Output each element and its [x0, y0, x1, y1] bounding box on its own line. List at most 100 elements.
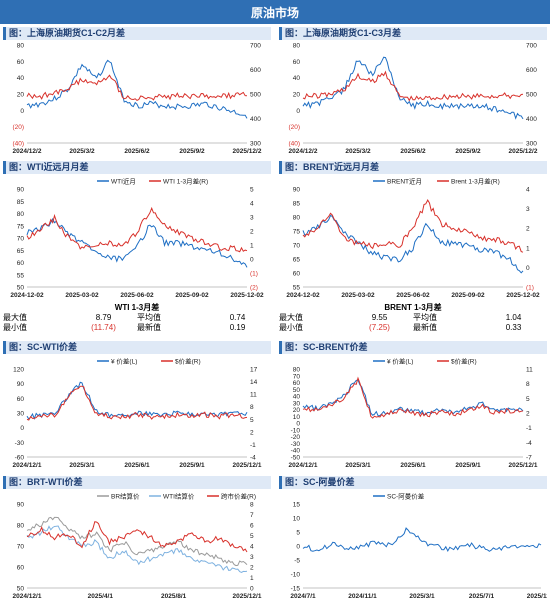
series-line — [26, 525, 248, 573]
banner-title: 原油市场 — [250, 5, 299, 20]
x-tick-label: 2024-12-02 — [10, 292, 44, 299]
y-tick-label: 70 — [17, 544, 25, 551]
x-tick-label: 2025/12/1 — [233, 593, 262, 600]
x-tick-label: 2025/3/1 — [409, 593, 435, 600]
y2-tick-label: 2 — [526, 411, 530, 418]
cell-value: 1.04 — [505, 313, 522, 322]
x-tick-label: 2025/12/1 — [233, 462, 262, 469]
series-line — [26, 516, 248, 567]
legend-item: BR结算价 — [97, 492, 140, 501]
legend-item: SC-阿曼价差 — [373, 492, 425, 501]
y-tick-label: 0 — [296, 108, 300, 115]
svg-text:SC-阿曼价差: SC-阿曼价差 — [387, 492, 425, 501]
y2-tick-label: 17 — [250, 367, 258, 374]
y2-tick-label: 7 — [250, 512, 254, 519]
chart-title: 图：SC-WTI价差 — [3, 341, 271, 354]
table-row: 最大值 8.79 平均值 0.74 — [3, 313, 271, 323]
cell-label: 最小值 — [3, 323, 27, 332]
chart-plot: 90 80 70 60 50 8 7 6 5 4 3 2 1 0 2024/12/1 2025/4/1 2025… — [13, 492, 262, 601]
x-tick-label: 2025/9/1 — [455, 462, 481, 469]
brent-stats-table: BRENT 1-3月差 最大值 9.55 平均值 1.04 最小值 (7.25)… — [279, 302, 547, 333]
legend-item: Brent 1-3月差(R) — [437, 177, 500, 186]
y2-tick-label: 5 — [250, 187, 254, 194]
y-tick-label: -60 — [15, 455, 25, 462]
svg-text:WTI结算价: WTI结算价 — [163, 492, 195, 501]
y2-tick-label: 1 — [526, 245, 530, 252]
y-tick-label: -10 — [291, 572, 301, 579]
y-tick-label: 70 — [293, 373, 301, 380]
x-tick-label: 2025/9/2 — [455, 148, 481, 155]
legend-item: BRENT近月 — [373, 177, 422, 186]
table-title: WTI 1-3月差 — [114, 303, 160, 312]
legend-item: $价差(R) — [161, 357, 201, 366]
y2-tick-label: 3 — [250, 215, 254, 222]
chart-title: 图：BRT-WTI价差 — [3, 476, 271, 489]
legend-item: ¥ 价差(L) — [97, 357, 137, 366]
y-tick-label: -30 — [15, 440, 25, 447]
y-tick-label: (40) — [12, 141, 24, 148]
y-tick-label: -5 — [294, 558, 300, 565]
y2-tick-label: 0 — [250, 257, 254, 264]
y-tick-label: 0 — [20, 425, 24, 432]
y-tick-label: (40) — [288, 141, 300, 148]
series-line — [26, 74, 248, 101]
y2-tick-label: -4 — [250, 455, 256, 462]
y-tick-label: 10 — [293, 516, 301, 523]
cell-value: 0.74 — [229, 313, 246, 322]
y-tick-label: 60 — [293, 59, 301, 66]
cell-value: (7.25) — [369, 323, 390, 332]
wti-stats-table: WTI 1-3月差 最大值 8.79 平均值 0.74 最小值 (11.74) … — [3, 302, 271, 333]
y-tick-label: 80 — [293, 215, 301, 222]
x-tick-label: 2025/12/2 — [509, 148, 538, 155]
y2-tick-label: 8 — [526, 381, 530, 388]
y-tick-label: -30 — [291, 441, 301, 448]
page-banner: 原油市场 — [0, 0, 550, 24]
svg-text:跨市价差(R): 跨市价差(R) — [221, 492, 256, 501]
series-line — [302, 70, 524, 102]
chart-title: 图：BRENT近远月月差 — [279, 161, 547, 174]
x-tick-label: 2025/3/2 — [69, 148, 95, 155]
x-tick-label: 2025-09-02 — [451, 292, 485, 299]
y2-tick-label: 600 — [250, 67, 261, 74]
y-tick-label: 90 — [293, 187, 301, 194]
y2-tick-label: 500 — [526, 92, 537, 99]
cell-value: (11.74) — [91, 323, 116, 332]
y2-tick-label: 2 — [250, 229, 254, 236]
y-tick-label: 60 — [17, 59, 25, 66]
y-tick-label: 40 — [293, 75, 301, 82]
cell-label: 最新值 — [137, 323, 161, 332]
svg-text:$价差(R): $价差(R) — [175, 357, 201, 366]
y-tick-label: 60 — [293, 271, 301, 278]
y-tick-label: 90 — [17, 187, 25, 194]
y2-tick-label: 3 — [526, 206, 530, 213]
chart-plot: 120 90 60 30 0 -30 -60 17 14 11 8 5 2 -1 -4 2024/12/1 20… — [13, 357, 262, 470]
cell-value: 0.19 — [229, 323, 246, 332]
x-tick-label: 2025-06-02 — [396, 292, 430, 299]
y2-tick-label: (1) — [250, 271, 258, 278]
y-tick-label: 65 — [293, 257, 301, 264]
y2-tick-label: 8 — [250, 404, 254, 411]
chart-sc-brent-spread: 图：SC-BRENT价差 80 70 60 50 40 30 20 10 0 -10 -20 -30-… — [279, 341, 547, 471]
y2-tick-label: 11 — [526, 367, 533, 374]
y-tick-label: (20) — [12, 124, 24, 131]
y2-tick-label: 2 — [250, 565, 254, 572]
y-tick-label: 80 — [17, 211, 25, 218]
series-line — [26, 521, 248, 553]
svg-text:BRENT近月: BRENT近月 — [387, 177, 422, 186]
y-tick-label: 30 — [17, 411, 25, 418]
svg-text:Brent 1-3月差(R): Brent 1-3月差(R) — [451, 177, 500, 186]
y-tick-label: 75 — [293, 229, 301, 236]
x-tick-label: 2025/7/1 — [469, 593, 495, 600]
y-tick-label: 80 — [17, 43, 25, 50]
y-tick-label: 90 — [17, 381, 25, 388]
x-tick-label: 2025-06-02 — [120, 292, 154, 299]
y-tick-label: -50 — [291, 455, 301, 462]
x-tick-label: 2024-12-02 — [286, 292, 320, 299]
series-line — [302, 214, 524, 274]
x-tick-label: 2025/3/1 — [69, 462, 95, 469]
y-tick-label: 70 — [17, 236, 25, 243]
x-tick-label: 2025/8/1 — [161, 593, 187, 600]
y2-tick-label: -1 — [250, 442, 256, 449]
y2-tick-label: 700 — [250, 43, 261, 50]
y2-tick-label: 500 — [250, 92, 261, 99]
